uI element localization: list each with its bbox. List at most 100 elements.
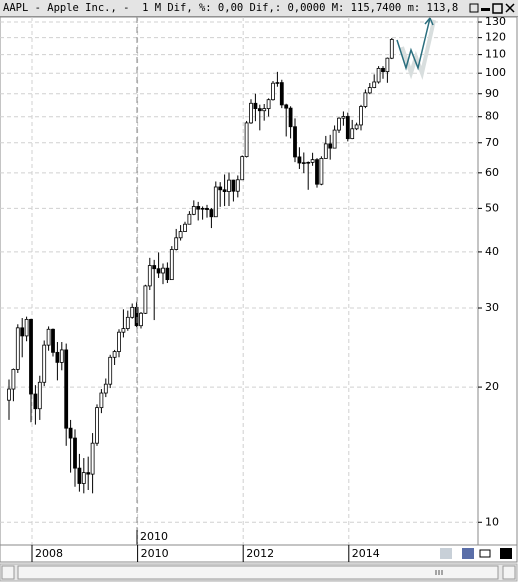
candle-body [284, 104, 289, 109]
icon[interactable] [462, 548, 474, 559]
candle-body [152, 265, 157, 270]
candle-body [257, 108, 262, 112]
candle-body [240, 156, 245, 181]
candle-body [51, 328, 55, 353]
candle-body [310, 159, 315, 163]
candle-body [319, 158, 324, 185]
y-tick-label: 60 [485, 166, 499, 179]
candle-body [389, 39, 394, 59]
candle-body [64, 349, 69, 429]
candle-body [121, 328, 126, 333]
y-tick-label: 50 [485, 201, 499, 214]
y-tick-label: 70 [485, 136, 499, 149]
candle-body [130, 306, 135, 318]
candle-body [117, 331, 121, 352]
grid: 10 20 30 40 50 60 70 80 90 100 110 120 130 [0, 15, 506, 545]
candle-body [279, 82, 284, 106]
trend-line[interactable] [396, 17, 431, 71]
candle-body [218, 186, 223, 191]
candle-body [37, 381, 42, 410]
candle-body [156, 268, 161, 274]
y-tick-label: 20 [485, 380, 499, 393]
candle-body [68, 427, 73, 439]
candle-body [249, 102, 253, 124]
x-tick-label: 2010 [141, 547, 169, 560]
y-tick-label: 30 [485, 301, 499, 314]
candle-body [90, 442, 95, 475]
trend-shadow [400, 19, 436, 80]
candle-body [367, 87, 372, 94]
candle-body [183, 223, 187, 232]
candle-body [350, 128, 355, 140]
candle-body [288, 107, 293, 128]
candle-body [332, 129, 337, 149]
candle-body [147, 265, 152, 287]
y-tick-label: 130 [485, 15, 506, 28]
toolbar [440, 548, 512, 559]
button[interactable] [492, 3, 503, 14]
candle-body [73, 437, 77, 469]
button[interactable] [505, 3, 515, 13]
y-tick-label: 100 [485, 66, 506, 79]
candle-body [262, 108, 267, 112]
candle-body [187, 213, 192, 225]
trend-drawing [396, 17, 436, 80]
candle-body [112, 351, 117, 358]
candle-body [200, 207, 205, 210]
candle-body [345, 116, 350, 140]
icon[interactable] [440, 548, 452, 559]
icon[interactable] [479, 549, 491, 558]
y-tick-label: 120 [485, 31, 506, 44]
candle-body [315, 159, 319, 185]
candle-body [46, 328, 51, 346]
plot-frame [0, 16, 518, 546]
icon[interactable] [500, 548, 512, 559]
candle-body [174, 237, 179, 250]
candle-body [266, 99, 271, 110]
candle-body [227, 179, 231, 192]
candle-body [11, 368, 16, 390]
candle-body [99, 392, 104, 409]
scroll-left[interactable] [1, 565, 15, 580]
scroll-right[interactable] [502, 565, 516, 580]
trend-arrow [424, 17, 434, 26]
candle-body [196, 206, 201, 210]
y-tick-label: 110 [485, 48, 506, 61]
y-tick-label: 10 [485, 515, 499, 528]
title-bar: AAPL - Apple Inc., - 1 M Dif, %: 0,00 Di… [0, 0, 518, 17]
candle-body [77, 467, 82, 484]
candle-body [244, 122, 249, 158]
candle-body [165, 267, 170, 281]
candle-body [169, 249, 174, 281]
grip [435, 570, 443, 575]
candle-body [86, 472, 91, 475]
candles [7, 37, 394, 494]
candle-body [385, 57, 390, 73]
candle-body [354, 124, 359, 130]
candle-body [81, 472, 86, 484]
candle-body [235, 179, 240, 192]
candle-body [15, 327, 20, 370]
candle-body [306, 161, 311, 164]
candle-body [161, 267, 165, 274]
candle-body [24, 318, 29, 337]
candle-body [359, 106, 363, 126]
button[interactable] [469, 3, 479, 13]
candle-body [95, 407, 99, 444]
candle-body [328, 143, 333, 149]
candle-body [341, 116, 346, 119]
candle-body [55, 351, 60, 363]
candle-body [125, 316, 130, 329]
scroll-thumb[interactable] [17, 565, 499, 580]
scrollbar [0, 563, 518, 582]
candle-body [337, 117, 341, 131]
button[interactable] [481, 8, 490, 11]
candle-body [191, 206, 196, 215]
candle-body [253, 102, 258, 110]
candle-body [213, 186, 218, 218]
window-buttons [469, 3, 515, 14]
candle-body [376, 67, 381, 83]
candle-body [20, 327, 25, 337]
